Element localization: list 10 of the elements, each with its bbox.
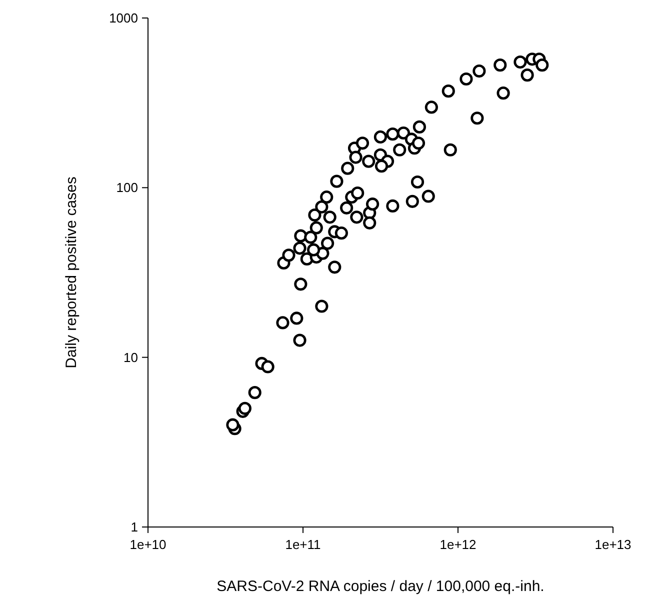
- y-tick-label: 1: [130, 520, 138, 535]
- y-tick-label: 100: [116, 180, 138, 196]
- x-tick-label: 1e+12: [440, 537, 476, 552]
- x-tick-label: 1e+11: [285, 537, 321, 552]
- x-tick-label: 1e+10: [130, 537, 166, 552]
- y-axis-title: Daily reported positive cases: [63, 176, 80, 368]
- y-tick-label: 1000: [109, 10, 138, 26]
- y-tick-label: 10: [124, 350, 138, 365]
- x-tick-label: 1e+13: [594, 537, 632, 552]
- x-axis-title: SARS-CoV-2 RNA copies / day / 100,000 eq.-inh.: [216, 578, 544, 595]
